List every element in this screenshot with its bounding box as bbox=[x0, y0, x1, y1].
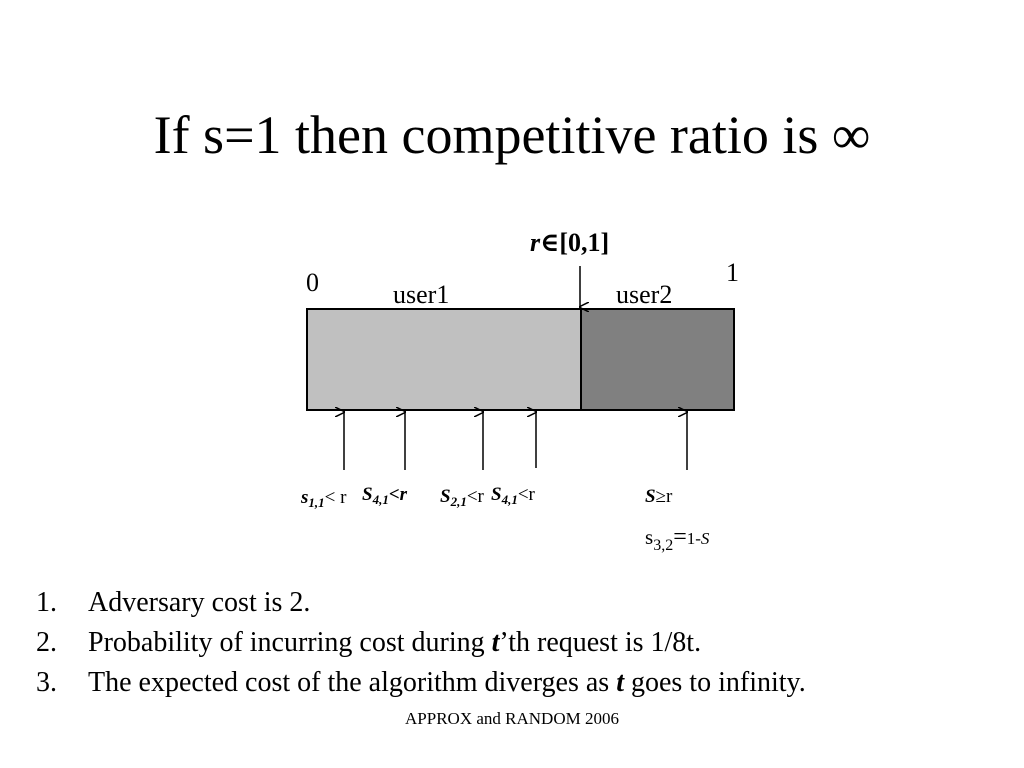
list-item: 3. The expected cost of the algorithm di… bbox=[36, 667, 806, 698]
user2-segment bbox=[580, 308, 735, 411]
numbered-list: 1. Adversary cost is 2. 2. Probability o… bbox=[36, 583, 806, 703]
request-label: S2,1<r bbox=[440, 486, 484, 509]
s32-label: s3,2=1-S bbox=[645, 524, 710, 554]
r-range-label: r∈[0,1] bbox=[530, 228, 610, 257]
list-item: 2. Probability of incurring cost during … bbox=[36, 627, 702, 658]
request-label: S4,1<r bbox=[491, 484, 535, 507]
interval-end-label: 1 bbox=[726, 258, 739, 287]
request-label: S≥r bbox=[645, 486, 673, 507]
slide-title: If s=1 then competitive ratio is ∞ bbox=[153, 105, 871, 165]
request-label: s1,1< r bbox=[301, 487, 347, 510]
interval-start-label: 0 bbox=[306, 268, 319, 297]
list-item: 1. Adversary cost is 2. bbox=[36, 587, 311, 618]
user1-label: user1 bbox=[393, 280, 450, 309]
user1-segment bbox=[306, 308, 582, 411]
request-label: S4,1<r bbox=[362, 484, 408, 507]
user2-label: user2 bbox=[616, 280, 673, 309]
footer-text: APPROX and RANDOM 2006 bbox=[405, 709, 619, 728]
